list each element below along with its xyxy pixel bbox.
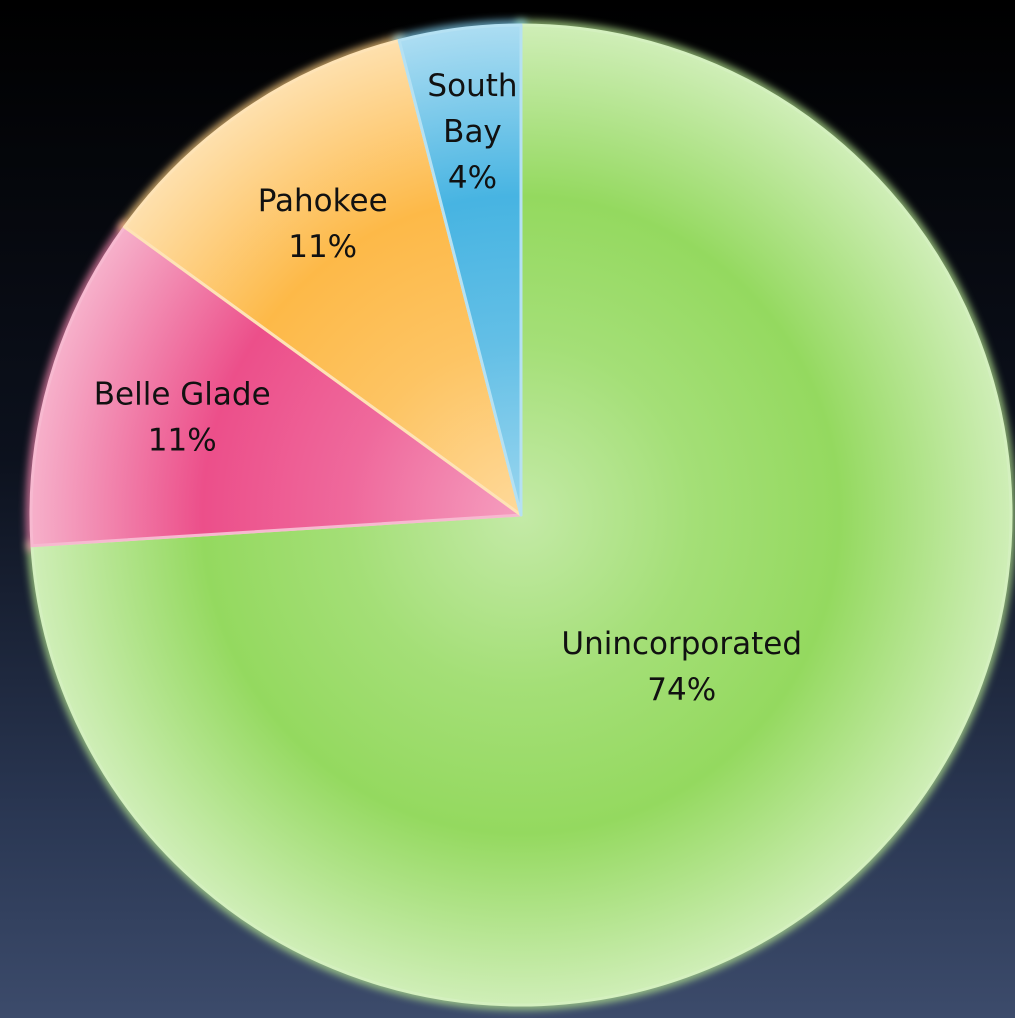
slice-name-pahokee: Pahokee — [258, 183, 388, 219]
slice-label-unincorporated: Unincorporated 74% — [561, 626, 802, 708]
slice-label-south-bay: South Bay 4% — [427, 68, 517, 196]
pie-slice-belle-glade — [29, 225, 523, 548]
pie-slice-south-bay — [397, 23, 523, 517]
pie-slice-pahokee — [123, 38, 523, 517]
slice-label-belle-glade: Belle Glade 11% — [94, 377, 271, 459]
slice-percent-belle-glade: 11% — [148, 423, 217, 459]
slice-name-unincorporated: Unincorporated — [561, 626, 802, 662]
slice-name-south-bay: Bay — [443, 114, 502, 150]
slice-name-belle-glade: Belle Glade — [94, 377, 271, 413]
slice-percent-south-bay: 4% — [448, 160, 497, 196]
slice-percent-unincorporated: 74% — [647, 672, 716, 708]
slice-percent-pahokee: 11% — [288, 229, 357, 265]
slice-label-pahokee: Pahokee 11% — [258, 183, 388, 265]
slice-name-south-bay: South — [427, 68, 517, 104]
